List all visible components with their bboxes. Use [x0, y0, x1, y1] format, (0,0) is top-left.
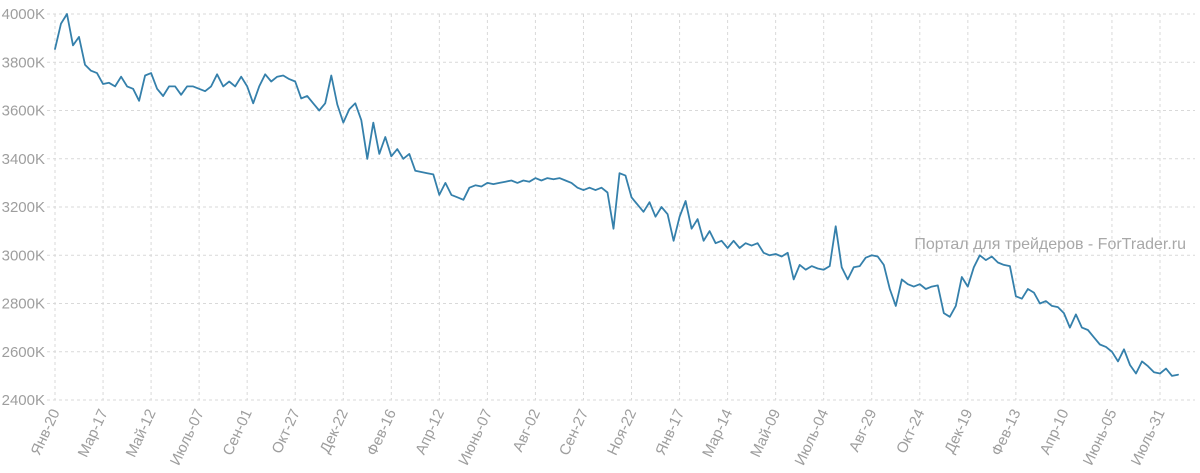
x-tick-label: Май-12: [123, 407, 160, 460]
x-tick-label: Янв-20: [28, 407, 64, 458]
x-tick-label: Дек-19: [941, 407, 976, 457]
x-tick-label: Фев-13: [988, 407, 1024, 459]
x-tick-label: Сен-27: [556, 407, 592, 459]
y-tick-label: 3600K: [2, 103, 45, 120]
x-tick-label: Июнь-07: [455, 407, 496, 468]
x-tick-label: Мар-17: [75, 407, 112, 460]
x-tick-label: Окт-24: [893, 407, 928, 457]
x-tick-label: Июнь-05: [1080, 407, 1121, 468]
x-tick-label: Янв-17: [652, 407, 688, 458]
x-tick-label: Июль-31: [1128, 407, 1169, 469]
x-tick-label: Июль-07: [167, 407, 208, 469]
x-tick-label: Ноя-22: [604, 407, 640, 459]
y-tick-label: 3200K: [2, 199, 45, 216]
x-tick-label: Сен-01: [220, 407, 256, 459]
y-tick-label: 3400K: [2, 151, 45, 168]
x-tick-label: Дек-22: [317, 407, 352, 457]
x-tick-label: Июль-04: [792, 407, 833, 469]
y-tick-label: 2400K: [2, 392, 45, 409]
x-tick-label: Мар-14: [699, 407, 736, 460]
y-tick-label: 3000K: [2, 247, 45, 264]
x-tick-label: Апр-10: [1037, 407, 1073, 458]
x-tick-label: Окт-27: [269, 407, 304, 457]
x-tick-label: Фев-16: [364, 407, 400, 459]
x-tick-label: Авг-29: [846, 407, 880, 455]
y-tick-label: 4000K: [2, 6, 45, 23]
x-tick-label: Авг-02: [510, 407, 544, 455]
x-tick-label: Май-09: [747, 407, 784, 460]
y-tick-label: 2800K: [2, 296, 45, 313]
series-line: [54, 13, 1179, 377]
y-tick-label: 3800K: [2, 54, 45, 71]
x-tick-label: Апр-12: [412, 407, 448, 458]
y-tick-label: 2600K: [2, 344, 45, 361]
